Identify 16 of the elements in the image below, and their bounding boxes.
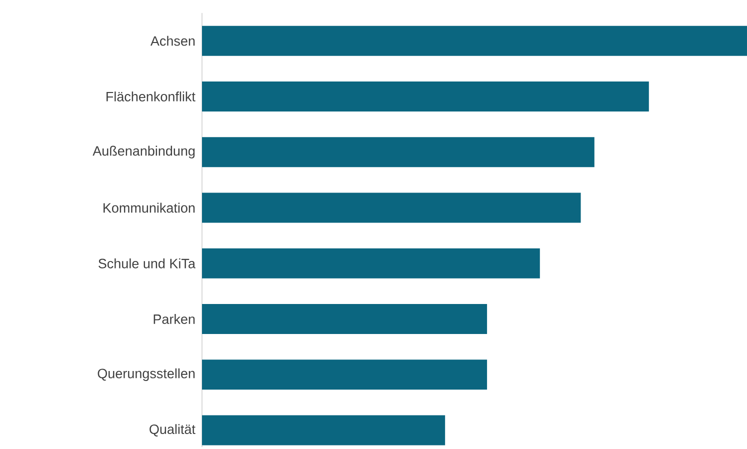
y-tick-label: Querungsstellen bbox=[98, 368, 195, 381]
bar bbox=[202, 81, 649, 112]
bar bbox=[202, 415, 446, 446]
bar bbox=[202, 26, 747, 56]
y-tick-label: Schule und KiTa bbox=[98, 258, 196, 268]
y-tick-label: Qualität bbox=[150, 424, 196, 436]
bar bbox=[202, 137, 594, 168]
y-tick-label: Flächenkonflikt bbox=[106, 92, 196, 102]
y-tick-label: Kommunikation bbox=[104, 202, 195, 213]
y-tick-label: Parken bbox=[154, 314, 195, 324]
y-tick-label: Außenanbindung bbox=[92, 146, 195, 158]
bar bbox=[202, 248, 540, 278]
bar bbox=[202, 192, 581, 223]
bar bbox=[202, 304, 488, 334]
y-tick-label: Achsen bbox=[150, 36, 195, 46]
bar bbox=[202, 360, 488, 390]
